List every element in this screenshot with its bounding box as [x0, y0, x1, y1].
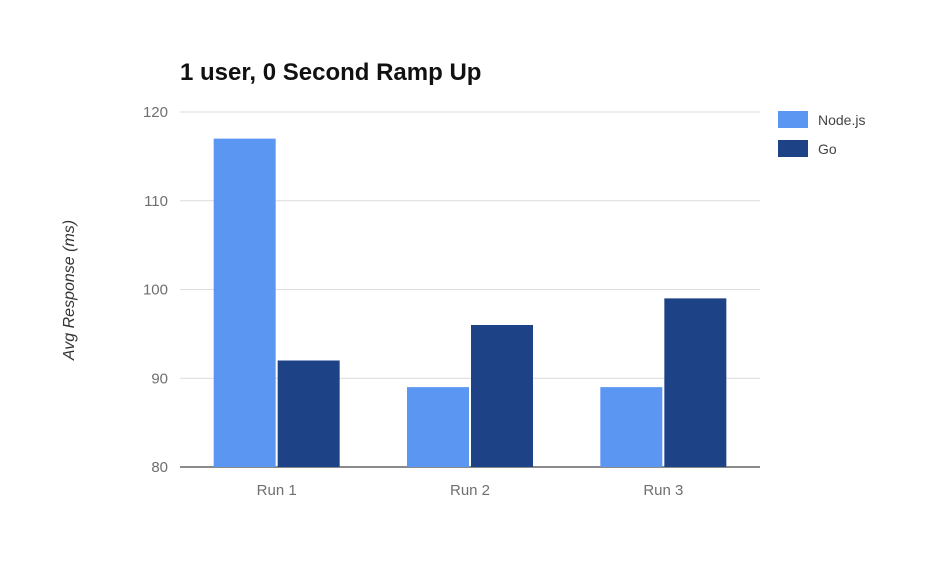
y-tick-label: 120 [143, 104, 168, 121]
y-tick-label: 90 [151, 370, 168, 387]
y-tick-labels: 80 90 100 110 120 [143, 104, 168, 476]
x-tick-label: Run 1 [257, 482, 297, 499]
bar-node-js-run-2 [407, 387, 469, 467]
chart-title: 1 user, 0 Second Ramp Up [180, 59, 481, 86]
bars [213, 138, 727, 467]
x-tick-label: Run 3 [643, 482, 683, 499]
legend: Node.js Go [778, 111, 865, 157]
bar-go-run-2 [471, 325, 533, 467]
bar-node-js-run-3 [600, 387, 663, 467]
y-tick-label: 80 [151, 459, 168, 476]
x-tick-labels: Run 1 Run 2 Run 3 [257, 482, 684, 499]
legend-label: Node.js [818, 112, 865, 128]
y-tick-label: 110 [144, 193, 168, 210]
legend-swatch [778, 140, 808, 157]
gridlines [180, 111, 760, 468]
bar-node-js-run-1 [213, 138, 276, 467]
bar-go-run-3 [664, 298, 727, 467]
x-tick-label: Run 2 [450, 482, 490, 499]
y-tick-label: 100 [143, 282, 168, 299]
legend-label: Go [818, 141, 837, 157]
y-axis-label: Avg Response (ms) [61, 220, 78, 361]
bar-go-run-1 [277, 360, 340, 467]
legend-swatch [778, 111, 808, 128]
